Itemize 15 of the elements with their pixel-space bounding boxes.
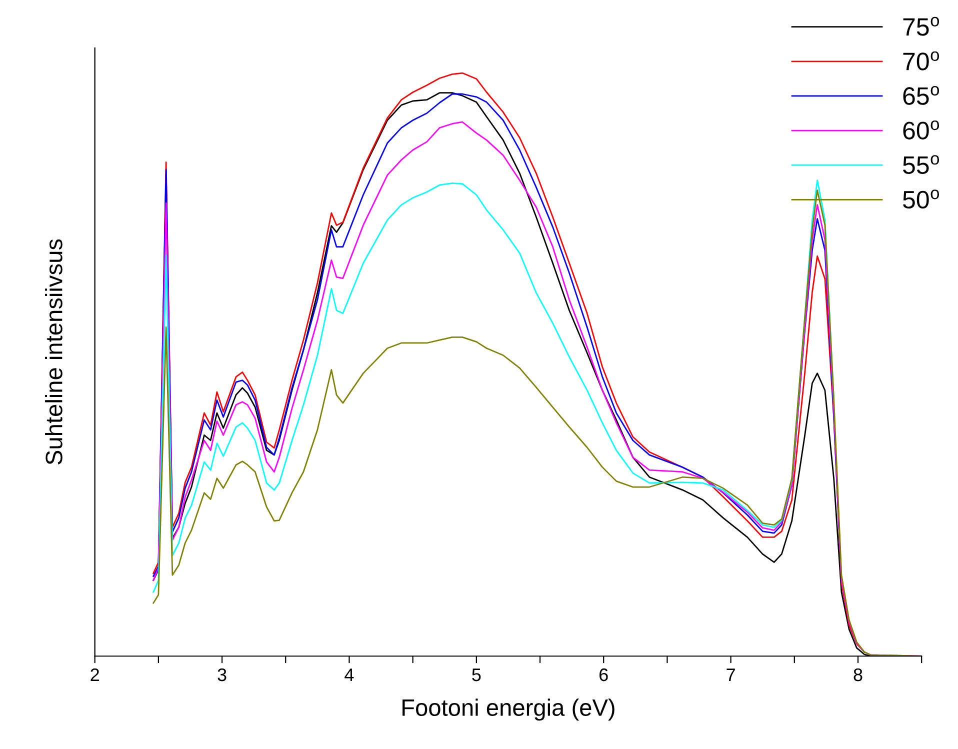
legend-label: 65$^{o}$ xyxy=(903,86,940,105)
legend-label: 75$^{o}$ xyxy=(903,16,940,36)
y-axis-title: Suhteline intensiivsus xyxy=(45,239,62,464)
x-tick-label: 4 xyxy=(344,668,354,682)
legend-label: 55$^{o}$ xyxy=(903,155,940,174)
x-tick-label: 2 xyxy=(90,668,99,682)
x-tick-label: 8 xyxy=(854,668,862,682)
legend-label: 50$^{o}$ xyxy=(903,190,940,209)
x-axis-title: Footoni energia (eV) xyxy=(402,698,614,721)
x-tick-label: 3 xyxy=(218,668,226,682)
legend-label: 60$^{o}$ xyxy=(903,120,940,140)
x-tick-label: 5 xyxy=(472,668,481,682)
legend-label: 70$^{o}$ xyxy=(903,51,940,70)
x-tick-label: 7 xyxy=(726,668,735,682)
x-tick-label: 6 xyxy=(600,668,608,682)
